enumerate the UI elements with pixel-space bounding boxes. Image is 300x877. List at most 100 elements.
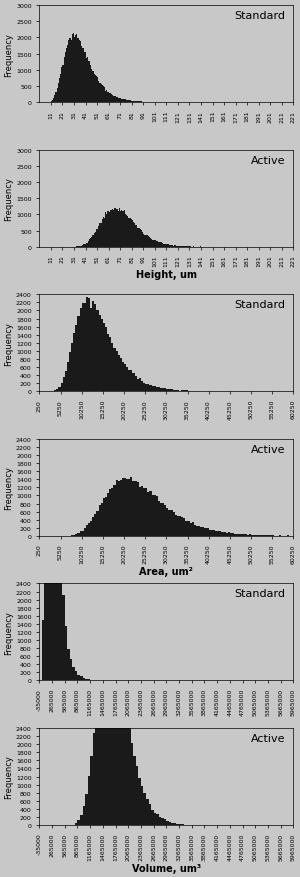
Bar xyxy=(121,99,122,103)
Bar xyxy=(56,390,58,392)
Bar xyxy=(162,503,164,536)
Bar xyxy=(226,533,228,536)
Bar xyxy=(99,316,101,392)
Bar xyxy=(84,303,86,392)
Bar xyxy=(82,531,84,536)
Bar xyxy=(121,688,123,825)
Bar xyxy=(67,46,68,103)
Bar xyxy=(80,246,81,247)
Bar xyxy=(86,297,88,392)
Bar xyxy=(200,528,202,536)
Bar xyxy=(204,528,207,536)
Bar xyxy=(60,75,61,103)
Bar xyxy=(79,41,80,103)
Bar xyxy=(95,709,98,825)
Bar xyxy=(148,237,149,247)
Bar xyxy=(105,92,106,103)
Bar xyxy=(118,481,120,536)
Bar xyxy=(98,688,100,825)
Bar xyxy=(236,534,238,536)
Bar xyxy=(72,667,75,681)
Bar xyxy=(97,230,98,247)
Bar xyxy=(242,535,245,536)
Bar xyxy=(91,238,92,247)
Bar xyxy=(249,535,251,536)
Bar xyxy=(128,219,129,247)
Bar xyxy=(91,70,92,103)
Text: Active: Active xyxy=(251,445,286,454)
Bar xyxy=(171,510,173,536)
Bar xyxy=(143,383,145,392)
Bar xyxy=(132,221,133,247)
Bar xyxy=(166,245,167,247)
Bar xyxy=(67,649,70,681)
Bar xyxy=(107,211,109,247)
Bar xyxy=(133,374,135,392)
Bar xyxy=(69,353,71,392)
Bar xyxy=(66,49,67,103)
Bar xyxy=(228,532,230,536)
Bar xyxy=(126,216,127,247)
Bar xyxy=(175,515,177,536)
Bar xyxy=(62,67,64,103)
Bar xyxy=(164,245,165,247)
Bar xyxy=(132,102,133,103)
Bar xyxy=(185,391,188,392)
Bar xyxy=(112,96,113,103)
Bar xyxy=(100,85,102,103)
Bar xyxy=(122,362,124,392)
Bar xyxy=(92,72,94,103)
Bar xyxy=(99,505,101,536)
Bar xyxy=(80,816,83,825)
Bar xyxy=(65,627,67,681)
Bar xyxy=(137,380,139,392)
Bar xyxy=(194,525,196,536)
Bar xyxy=(105,212,106,247)
Bar xyxy=(140,102,141,103)
Bar xyxy=(73,334,75,392)
Text: Standard: Standard xyxy=(235,300,286,310)
Bar xyxy=(70,40,72,103)
Bar xyxy=(177,391,179,392)
Bar xyxy=(65,372,67,392)
Bar xyxy=(88,241,89,247)
Bar xyxy=(57,471,60,681)
Bar xyxy=(90,521,92,536)
Bar xyxy=(109,338,111,392)
Bar xyxy=(124,210,125,247)
Bar xyxy=(113,647,116,825)
Bar xyxy=(190,523,192,536)
Bar xyxy=(141,786,143,825)
Bar xyxy=(114,96,116,103)
Bar xyxy=(124,479,126,536)
Bar xyxy=(166,508,169,536)
Bar xyxy=(113,211,114,247)
Bar xyxy=(51,102,52,103)
Bar xyxy=(169,822,171,825)
Bar xyxy=(61,383,63,392)
Bar xyxy=(135,481,137,536)
Bar xyxy=(207,529,209,536)
Bar xyxy=(118,211,119,247)
Bar xyxy=(85,795,88,825)
Bar xyxy=(221,532,224,536)
Bar xyxy=(65,53,66,103)
Bar xyxy=(52,101,53,103)
Bar xyxy=(104,218,105,247)
Bar xyxy=(68,41,69,103)
Bar xyxy=(162,389,164,392)
Bar xyxy=(82,49,83,103)
Bar xyxy=(109,213,110,247)
Bar xyxy=(122,100,124,103)
Bar xyxy=(234,534,236,536)
Bar xyxy=(135,377,137,392)
Bar xyxy=(75,534,77,536)
Bar xyxy=(69,39,70,103)
X-axis label: Height, um: Height, um xyxy=(136,270,197,280)
Bar xyxy=(133,756,136,825)
Bar xyxy=(159,243,160,247)
Bar xyxy=(120,99,121,103)
Bar xyxy=(142,232,143,247)
Bar xyxy=(88,62,89,103)
Bar xyxy=(128,729,131,825)
